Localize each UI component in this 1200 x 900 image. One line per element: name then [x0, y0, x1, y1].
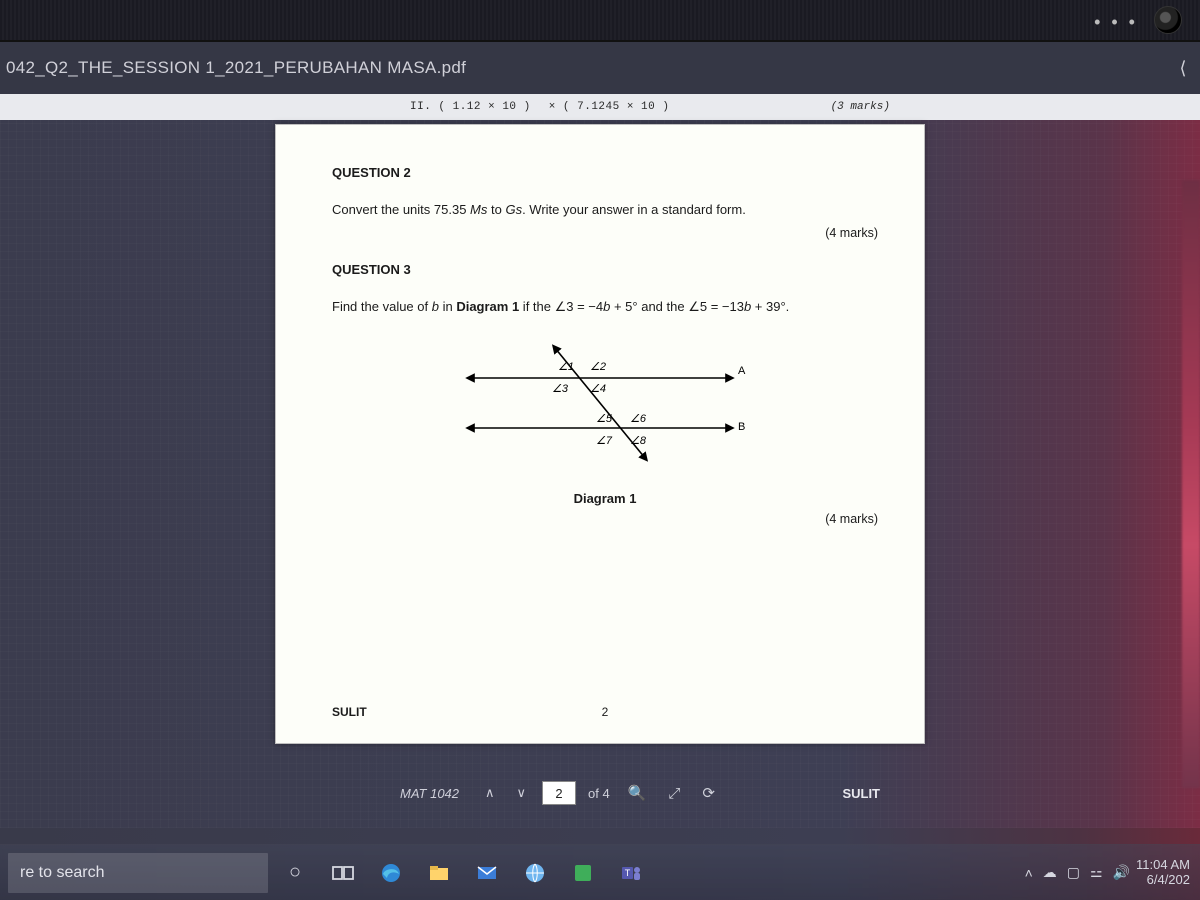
tray-volume-icon[interactable]: 🔊: [1113, 864, 1130, 881]
q3-m1: in: [439, 299, 456, 314]
diagram-1: A B ∠1 ∠2 ∠3 ∠4 ∠5 ∠6 ∠7 ∠8 Diagram 1: [440, 330, 770, 506]
pdf-right-label: SULIT: [842, 786, 880, 801]
page-down-button[interactable]: ∨: [511, 783, 533, 803]
page-footer-row: SULIT 2: [332, 705, 878, 719]
q3-diagram-ref: Diagram 1: [456, 299, 519, 314]
sub-toolbar: II. ( 1.12 × 10 ) × ( 7.1245 × 10 ) (3 m…: [0, 94, 1200, 120]
pdf-left-code: MAT 1042: [400, 786, 459, 801]
q2-mid: to: [487, 202, 505, 217]
task-view-icon[interactable]: [322, 853, 364, 893]
edge-icon[interactable]: [370, 853, 412, 893]
file-explorer-icon[interactable]: [418, 853, 460, 893]
angle-2: ∠2: [590, 361, 606, 373]
right-edge-glow: [1182, 180, 1200, 788]
zoom-in-button[interactable]: ⤢: [662, 783, 686, 804]
angle-6: ∠6: [630, 413, 647, 425]
app-green-icon[interactable]: [562, 853, 604, 893]
zoom-out-button[interactable]: 🔍: [622, 782, 653, 804]
q3-pre: Find the value of: [332, 299, 432, 314]
teams-icon[interactable]: T: [610, 853, 652, 893]
question-3-text: Find the value of b in Diagram 1 if the …: [332, 297, 878, 317]
question-2-heading: QUESTION 2: [332, 165, 878, 180]
header-right-icon[interactable]: ⟨: [1170, 42, 1196, 94]
angle-3: ∠3: [552, 383, 569, 395]
cortana-icon[interactable]: ○: [274, 853, 316, 893]
q3-var-b-1: b: [432, 299, 439, 314]
tray-cloud-icon[interactable]: ☁: [1043, 864, 1057, 881]
angle-4: ∠4: [590, 383, 606, 395]
question-3-marks: (4 marks): [332, 512, 878, 526]
taskbar-date: 6/4/202: [1136, 873, 1190, 888]
angle-7: ∠7: [596, 435, 613, 447]
bezel-camera: [1154, 6, 1182, 34]
taskbar-search[interactable]: re to search: [8, 853, 268, 893]
taskbar-search-text: re to search: [20, 864, 104, 882]
app-header: 042_Q2_THE_SESSION 1_2021_PERUBAHAN MASA…: [0, 42, 1200, 94]
angle-1: ∠1: [558, 361, 574, 373]
page-footer-left: SULIT: [332, 705, 367, 719]
page-number-input[interactable]: 2: [542, 781, 576, 805]
tray-chevron-icon[interactable]: ˄: [1025, 865, 1033, 881]
angle-5: ∠5: [596, 413, 613, 425]
bezel-menu-dots: • • •: [1094, 12, 1138, 33]
pdf-viewer[interactable]: QUESTION 2 Convert the units 75.35 Ms to…: [0, 120, 1200, 828]
q2-post: . Write your answer in a standard form.: [522, 202, 746, 217]
angle-8: ∠8: [630, 435, 647, 447]
q3-m4: + 39°.: [751, 299, 789, 314]
question-2-marks: (4 marks): [332, 226, 878, 240]
subbar-fragment-a: II. ( 1.12 × 10 ): [410, 101, 531, 113]
rotate-button[interactable]: ⟳: [696, 782, 721, 804]
subbar-fragment-b: × ( 7.1245 × 10 ): [549, 101, 670, 113]
browser-icon[interactable]: [514, 853, 556, 893]
diagram-svg: A B ∠1 ∠2 ∠3 ∠4 ∠5 ∠6 ∠7 ∠8: [440, 330, 770, 480]
q2-unit-to: Gs: [505, 202, 522, 217]
question-2-text: Convert the units 75.35 Ms to Gs. Write …: [332, 200, 878, 220]
q3-m2: if the ∠3 = −4: [519, 299, 603, 314]
svg-text:T: T: [625, 868, 631, 878]
document-title: 042_Q2_THE_SESSION 1_2021_PERUBAHAN MASA…: [0, 58, 466, 78]
system-tray[interactable]: ˄ ☁ ▢ ⚍ 🔊: [1025, 864, 1130, 881]
pdf-page: QUESTION 2 Convert the units 75.35 Ms to…: [275, 124, 925, 744]
tray-wifi-icon[interactable]: ⚍: [1090, 864, 1103, 881]
taskbar-time: 11:04 AM: [1136, 858, 1190, 873]
page-up-button[interactable]: ∧: [479, 783, 501, 803]
diagram-caption: Diagram 1: [440, 491, 770, 506]
tray-battery-icon[interactable]: ▢: [1067, 864, 1080, 881]
q2-pre: Convert the units 75.35: [332, 202, 470, 217]
question-3-heading: QUESTION 3: [332, 262, 878, 277]
monitor-bezel: • • •: [0, 0, 1200, 42]
q2-unit-from: Ms: [470, 202, 487, 217]
windows-taskbar[interactable]: re to search ○ T ˄ ☁ ▢ ⚍ 🔊 11:04 AM 6/4/…: [0, 844, 1200, 900]
mail-icon[interactable]: [466, 853, 508, 893]
taskbar-clock[interactable]: 11:04 AM 6/4/202: [1136, 858, 1192, 888]
diagram-label-B: B: [738, 421, 745, 433]
diagram-label-A: A: [738, 365, 746, 377]
q3-m3: + 5° and the ∠5 = −13: [610, 299, 744, 314]
page-of-label: of 4: [586, 786, 612, 801]
page-footer-center: 2: [602, 705, 609, 719]
pdf-controls: MAT 1042 ∧ ∨ 2 of 4 🔍 ⤢ ⟳ SULIT: [0, 758, 1200, 828]
subbar-marks: (3 marks): [831, 101, 1200, 113]
